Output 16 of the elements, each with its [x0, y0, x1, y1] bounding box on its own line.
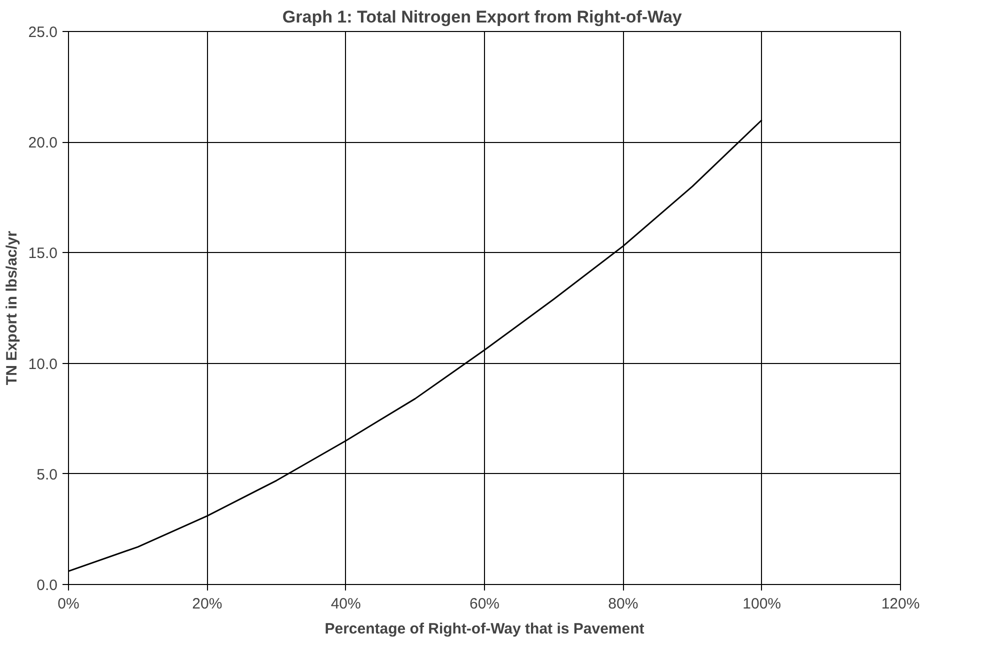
x-tick-label: 60%	[469, 596, 500, 612]
y-tick-label: 0.0	[36, 577, 58, 594]
x-tick-label: 100%	[742, 596, 782, 612]
y-axis-title: TN Export in lbs/ac/yr	[3, 230, 20, 386]
x-axis-title: Percentage of Right-of-Way that is Pavement	[324, 620, 644, 638]
y-tick-label: 15.0	[28, 245, 58, 262]
x-tick-label: 0%	[58, 596, 80, 612]
chart-title: Graph 1: Total Nitrogen Export from Right-of-Way	[282, 8, 682, 26]
y-tick-label: 25.0	[28, 24, 58, 41]
x-tick-label: 20%	[192, 596, 222, 612]
y-tick-label: 10.0	[28, 356, 58, 373]
x-tick-label: 40%	[330, 596, 361, 612]
x-tick-label: 80%	[608, 596, 638, 612]
y-tick-label: 20.0	[28, 134, 58, 152]
y-tick-label: 5.0	[36, 466, 58, 484]
x-tick-label: 120%	[881, 596, 920, 612]
